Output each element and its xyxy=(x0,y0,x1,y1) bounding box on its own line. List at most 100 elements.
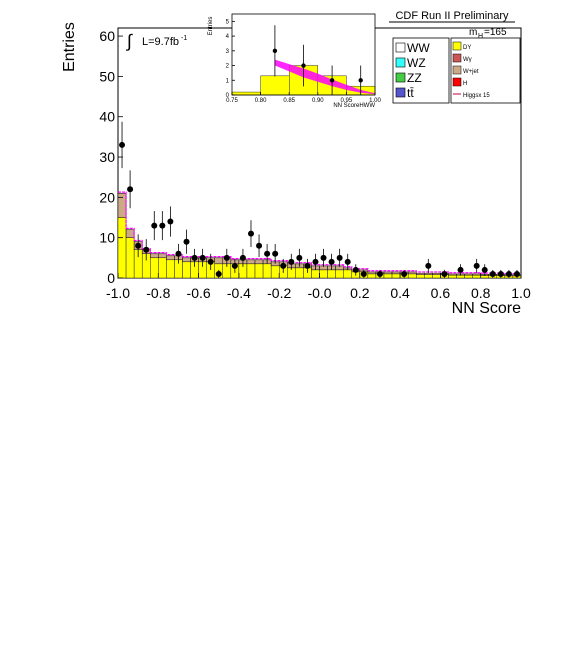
inset-x-axis-label: NN ScoreHWW xyxy=(333,103,375,109)
data-point xyxy=(513,270,520,277)
x-tick-label: -0.0 xyxy=(307,285,331,301)
y-tick-label: 40 xyxy=(99,109,115,125)
data-point xyxy=(215,270,222,277)
dy-bar xyxy=(480,275,489,279)
data-point xyxy=(352,266,359,273)
data-point xyxy=(358,78,363,83)
x-tick-label: 0.95 xyxy=(341,98,353,104)
legend-label: Wγ xyxy=(463,57,472,63)
dy-bar xyxy=(472,274,481,279)
x-tick-label: 0.2 xyxy=(350,285,370,301)
dy-bar xyxy=(254,263,264,279)
wjet-bar xyxy=(246,259,256,265)
wjet-bar xyxy=(182,257,191,263)
higgs-x15-line xyxy=(118,191,521,275)
data-point xyxy=(328,258,335,265)
inset-y-ticks: 0 1 2 3 4 5 xyxy=(226,19,235,99)
data-point xyxy=(329,78,335,83)
dy-bar xyxy=(327,269,336,279)
dy-bar xyxy=(319,269,328,279)
plot-title: CDF Run II Preliminary xyxy=(395,10,509,22)
y-tick-label: 60 xyxy=(99,28,115,44)
legend-swatch xyxy=(395,42,406,53)
legend-swatch xyxy=(452,77,462,87)
dy-bar xyxy=(424,274,433,279)
x-axis-label: NN Score xyxy=(452,300,521,317)
data-point xyxy=(296,254,303,261)
data-point xyxy=(481,266,488,273)
wjet-bar xyxy=(391,271,401,275)
data-point xyxy=(264,250,271,257)
x-tick-label: -0.8 xyxy=(146,285,170,301)
x-tick-label: -0.2 xyxy=(267,285,291,301)
dy-bar xyxy=(416,274,425,279)
y-tick-label: 10 xyxy=(99,230,115,246)
dy-bar xyxy=(295,267,304,279)
data-point xyxy=(231,262,238,269)
main-data-points xyxy=(119,121,520,278)
dy-bar xyxy=(260,75,290,96)
x-tick-label: 0.80 xyxy=(255,98,267,104)
data-point xyxy=(288,258,295,265)
inset-bars xyxy=(231,65,376,96)
data-point xyxy=(159,222,166,229)
x-tick-label: -1.0 xyxy=(106,285,130,301)
legend-swatch xyxy=(452,65,462,75)
integral-symbol: ∫ xyxy=(125,31,133,51)
data-point xyxy=(457,266,464,273)
data-point xyxy=(207,258,214,265)
x-tick-label: 0.90 xyxy=(312,98,324,104)
wjet-bar xyxy=(158,253,167,259)
y-tick-label: 1 xyxy=(226,78,230,84)
legend-label: ZZ xyxy=(407,71,422,85)
dy-bar xyxy=(182,261,191,279)
dy-bar xyxy=(383,273,393,279)
mass-label-suffix: =165 xyxy=(484,27,507,38)
dy-bar xyxy=(464,274,473,279)
legend-swatch xyxy=(452,53,462,63)
luminosity-exponent: -1 xyxy=(181,35,187,42)
x-tick-label: 1.00 xyxy=(369,98,381,104)
legend-label: H xyxy=(463,81,467,87)
data-point xyxy=(441,270,448,277)
data-point xyxy=(301,63,306,68)
dy-bar xyxy=(246,263,256,279)
dy-bar xyxy=(335,269,344,279)
data-point xyxy=(312,258,319,265)
data-point xyxy=(473,262,480,269)
x-tick-label: 0.4 xyxy=(390,285,410,301)
data-point xyxy=(360,270,367,277)
main-plot: -1.0 -0.8 -0.6 -0.4 -0.2 -0.0 0.2 0.4 0.6 0.8 1.0 … xyxy=(61,22,531,317)
mass-label-sub: H xyxy=(478,33,483,40)
legend-label: DY xyxy=(463,45,471,51)
data-point xyxy=(280,262,287,269)
y-tick-label: 20 xyxy=(99,189,115,205)
dy-bar xyxy=(150,257,159,279)
dy-bar xyxy=(311,269,320,279)
data-point xyxy=(344,258,351,265)
x-tick-label: 1.0 xyxy=(511,285,531,301)
data-point xyxy=(199,254,206,261)
y-axis-label: Entries xyxy=(61,22,78,72)
legend-box-right xyxy=(450,37,521,104)
mass-label-prefix: m xyxy=(469,27,477,38)
data-point xyxy=(425,262,432,269)
luminosity-text: L=9.7fb xyxy=(142,36,179,48)
data-point xyxy=(401,270,408,277)
y-tick-label: 0 xyxy=(226,93,230,99)
wjet-bar xyxy=(214,257,224,265)
dy-bar xyxy=(391,273,401,279)
inset-plot: 0.75 0.80 0.85 0.90 0.95 1.00 0 1 2 3 4 5 NN Score… xyxy=(208,13,381,109)
higgs-band xyxy=(274,59,375,95)
inset-x-ticks: 0.75 0.80 0.85 0.90 0.95 1.00 xyxy=(226,92,381,104)
inset-higgs-band xyxy=(274,59,375,95)
x-tick-label: 0.8 xyxy=(471,285,491,301)
dy-bar xyxy=(407,273,417,279)
wjet-bar xyxy=(424,272,433,276)
main-y-ticks: 0 10 20 30 40 50 60 xyxy=(99,28,123,286)
luminosity-label: ∫ L=9.7fb -1 xyxy=(125,31,187,51)
dy-bar xyxy=(166,259,175,279)
y-tick-label: 3 xyxy=(226,49,230,55)
